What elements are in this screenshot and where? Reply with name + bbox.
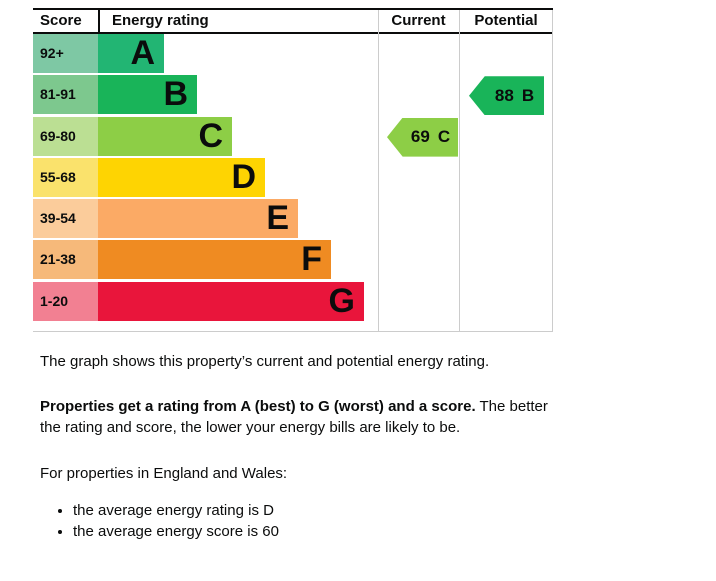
band-score-cell: 81-91 <box>33 75 98 115</box>
band-row: 69-80 C <box>33 116 553 158</box>
rating-explanation-bold: Properties get a rating from A (best) to… <box>40 398 476 415</box>
potential-score-value: 88 <box>494 85 514 105</box>
band-bar: A <box>98 34 164 73</box>
score-column-header: Score <box>40 12 82 29</box>
band-bar: E <box>98 199 298 239</box>
chart-intro-text: The graph shows this property’s current … <box>40 353 490 370</box>
column-divider-potential <box>459 10 460 332</box>
band-letter: G <box>328 281 355 320</box>
band-letter: C <box>198 116 223 155</box>
rating-explanation-line2: the rating and score, the lower your ene… <box>40 419 461 436</box>
band-score-cell: 1-20 <box>33 281 98 321</box>
band-bar: G <box>98 281 364 321</box>
band-letter: F <box>301 240 322 279</box>
band-bar: F <box>98 240 331 280</box>
chart-bottom-border <box>33 331 553 332</box>
potential-rating-arrow: 88 B <box>469 76 544 116</box>
averages-list: the average energy rating is D the avera… <box>40 500 279 542</box>
band-row: 55-68 D <box>33 157 553 199</box>
band-row: 92+ A <box>33 34 553 75</box>
potential-band-letter: B <box>521 85 535 105</box>
band-letter: E <box>266 199 289 238</box>
regions-intro-text: For properties in England and Wales: <box>40 465 288 482</box>
band-bar: C <box>98 116 232 156</box>
rating-bands: 92+ A 81-91 B 69-80 C 55-68 D 39-54 E 21… <box>33 34 553 323</box>
rating-explanation-text: Properties get a rating from A (best) to… <box>40 396 660 438</box>
potential-column-header: Potential <box>474 12 538 29</box>
average-rating-item: the average energy rating is D <box>73 500 279 521</box>
band-row: 39-54 E <box>33 199 553 240</box>
band-letter: A <box>130 34 155 72</box>
band-score-cell: 55-68 <box>33 157 98 197</box>
rating-explanation-rest: The better <box>475 398 548 415</box>
current-score-value: 69 <box>410 127 430 147</box>
energy-rating-chart: Score Energy rating Current Potential 92… <box>33 8 553 332</box>
band-score-cell: 21-38 <box>33 240 98 280</box>
header-divider <box>98 10 100 32</box>
energy-rating-column-header: Energy rating <box>112 12 209 29</box>
current-column-header: Current <box>391 12 446 29</box>
band-row: 1-20 G <box>33 281 553 323</box>
band-row: 21-38 F <box>33 240 553 281</box>
current-rating-arrow: 69 C <box>387 117 458 157</box>
band-row: 81-91 B <box>33 75 553 116</box>
chart-right-border <box>552 10 553 332</box>
chart-header: Score Energy rating Current Potential <box>33 10 553 34</box>
column-divider-current <box>378 10 379 332</box>
band-bar: B <box>98 75 197 115</box>
band-letter: B <box>163 75 188 114</box>
band-letter: D <box>231 157 256 196</box>
band-score-cell: 69-80 <box>33 116 98 156</box>
band-score-cell: 92+ <box>33 34 98 73</box>
band-bar: D <box>98 157 265 197</box>
current-band-letter: C <box>437 127 451 147</box>
band-score-cell: 39-54 <box>33 199 98 239</box>
average-score-item: the average energy score is 60 <box>73 521 279 542</box>
